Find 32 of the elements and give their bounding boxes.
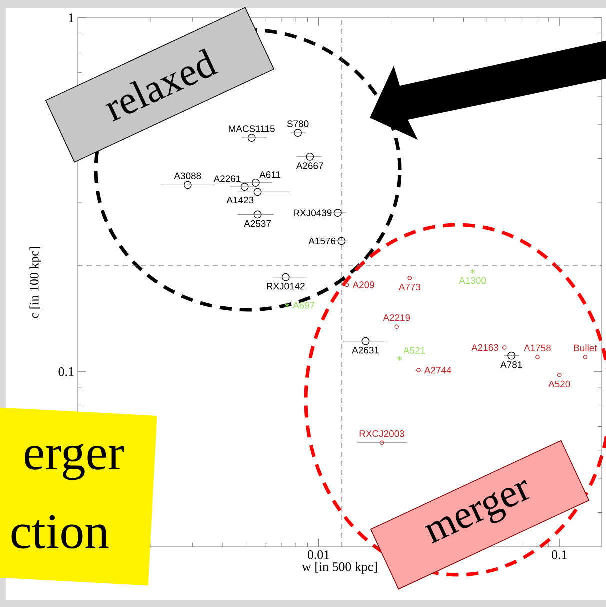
y-axis-title: c [in 100 kpc] xyxy=(30,247,42,318)
annotation: A697 xyxy=(293,302,315,309)
annotation: A2537 xyxy=(244,220,271,228)
annotation: A1576 xyxy=(308,238,336,245)
annotation: A2219 xyxy=(383,314,410,322)
x-tick-label: 0.01 xyxy=(308,550,330,560)
annotation: A2744 xyxy=(424,367,452,374)
annotation: RXJ0439 xyxy=(294,210,332,216)
annotation: merger xyxy=(424,480,530,544)
annotation: A773 xyxy=(398,284,421,291)
annotation: ction xyxy=(12,515,109,549)
annotation: A3088 xyxy=(174,172,202,180)
annotation: RXCJ2003 xyxy=(360,430,404,438)
annotation: A209 xyxy=(352,282,374,288)
annotation: Bullet xyxy=(574,344,598,352)
annotation: A2261 xyxy=(214,176,241,182)
annotation: A2163 xyxy=(472,344,498,352)
annotation: A1300 xyxy=(459,277,486,284)
y-tick-label: 1 xyxy=(69,14,74,22)
x-axis-title: w [in 500 kpc] xyxy=(302,562,377,574)
annotation: A2667 xyxy=(296,162,324,170)
annotation: A611 xyxy=(260,172,281,178)
annotation: RXJ0142 xyxy=(267,283,305,290)
annotation: A1423 xyxy=(226,196,254,204)
annotation: S780 xyxy=(287,120,309,128)
annotation: A521 xyxy=(404,347,426,354)
annotation: A520 xyxy=(548,380,570,388)
annotation: A781 xyxy=(500,362,522,368)
annotation: A2631 xyxy=(352,347,379,354)
annotation: A1758 xyxy=(524,344,551,352)
annotation: MACS1115 xyxy=(229,126,275,132)
annotation: erger xyxy=(25,444,124,480)
